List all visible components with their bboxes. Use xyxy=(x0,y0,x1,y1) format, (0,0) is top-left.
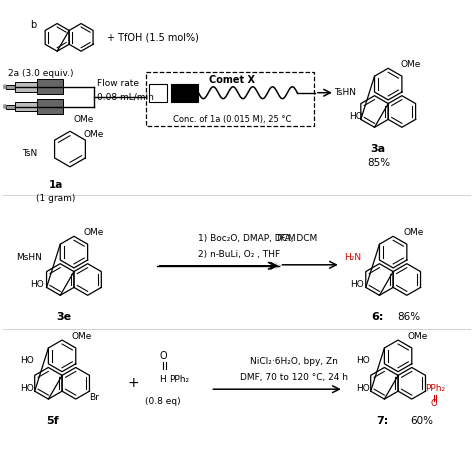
Text: 2a (3.0 equiv.): 2a (3.0 equiv.) xyxy=(8,69,73,78)
Text: 7:: 7: xyxy=(376,416,388,426)
Text: 6:: 6: xyxy=(371,312,383,322)
Text: NiCl₂·6H₂O, bpy, Zn: NiCl₂·6H₂O, bpy, Zn xyxy=(250,357,338,366)
Text: 2) n-BuLi, O₂ , THF: 2) n-BuLi, O₂ , THF xyxy=(199,250,281,259)
Text: HO: HO xyxy=(356,384,370,392)
Text: b: b xyxy=(30,19,36,29)
Text: Flow rate: Flow rate xyxy=(97,79,139,88)
Text: 3e: 3e xyxy=(56,312,72,322)
Text: DMF, 70 to 120 °C, 24 h: DMF, 70 to 120 °C, 24 h xyxy=(240,373,348,382)
Text: HO: HO xyxy=(20,384,34,392)
Text: (0.8 eq): (0.8 eq) xyxy=(145,397,181,406)
Text: OMe: OMe xyxy=(84,130,104,139)
Text: OMe: OMe xyxy=(84,228,104,237)
Text: HO: HO xyxy=(349,112,363,121)
Bar xyxy=(15,101,63,111)
Polygon shape xyxy=(0,105,6,109)
Text: 3a: 3a xyxy=(371,144,386,154)
Text: PPh₂: PPh₂ xyxy=(169,375,189,384)
Text: 5f: 5f xyxy=(46,416,58,426)
Polygon shape xyxy=(0,85,6,89)
Text: + TfOH (1.5 mol%): + TfOH (1.5 mol%) xyxy=(107,32,199,42)
Text: HO: HO xyxy=(350,280,364,289)
Text: OMe: OMe xyxy=(403,228,423,237)
Bar xyxy=(171,84,199,101)
Text: TFA, DCM: TFA, DCM xyxy=(275,234,318,243)
Text: HO: HO xyxy=(20,356,34,365)
Text: OMe: OMe xyxy=(408,332,428,341)
Text: 1) Boc₂O, DMAP, DCM: 1) Boc₂O, DMAP, DCM xyxy=(199,234,296,243)
Text: 1a: 1a xyxy=(49,180,64,190)
Text: TsN: TsN xyxy=(23,149,38,158)
Bar xyxy=(149,84,167,101)
Text: 60%: 60% xyxy=(410,416,433,426)
Bar xyxy=(15,82,63,92)
Text: OMe: OMe xyxy=(72,332,92,341)
Text: 0.08 mL/min: 0.08 mL/min xyxy=(97,92,154,101)
Text: H: H xyxy=(160,375,166,384)
Text: O: O xyxy=(430,399,437,408)
Text: TsHN: TsHN xyxy=(334,88,356,97)
Text: +: + xyxy=(128,376,139,390)
Bar xyxy=(37,79,63,94)
Text: Comet X: Comet X xyxy=(209,75,255,85)
Bar xyxy=(6,85,15,89)
Text: H₂N: H₂N xyxy=(344,253,361,262)
Bar xyxy=(37,99,63,114)
Text: MsHN: MsHN xyxy=(17,253,43,262)
Text: 86%: 86% xyxy=(397,312,420,322)
Text: HO: HO xyxy=(356,356,370,365)
Text: (1 gram): (1 gram) xyxy=(36,194,76,203)
Text: 85%: 85% xyxy=(367,158,390,168)
Text: OMe: OMe xyxy=(74,115,94,124)
Text: O: O xyxy=(159,351,167,361)
Text: Conc. of 1a (0.015 M), 25 °C: Conc. of 1a (0.015 M), 25 °C xyxy=(173,115,291,124)
Text: OMe: OMe xyxy=(400,60,420,69)
Text: PPh₂: PPh₂ xyxy=(426,384,446,392)
Text: Br: Br xyxy=(90,392,100,401)
Text: HO: HO xyxy=(30,280,44,289)
Bar xyxy=(6,105,15,109)
